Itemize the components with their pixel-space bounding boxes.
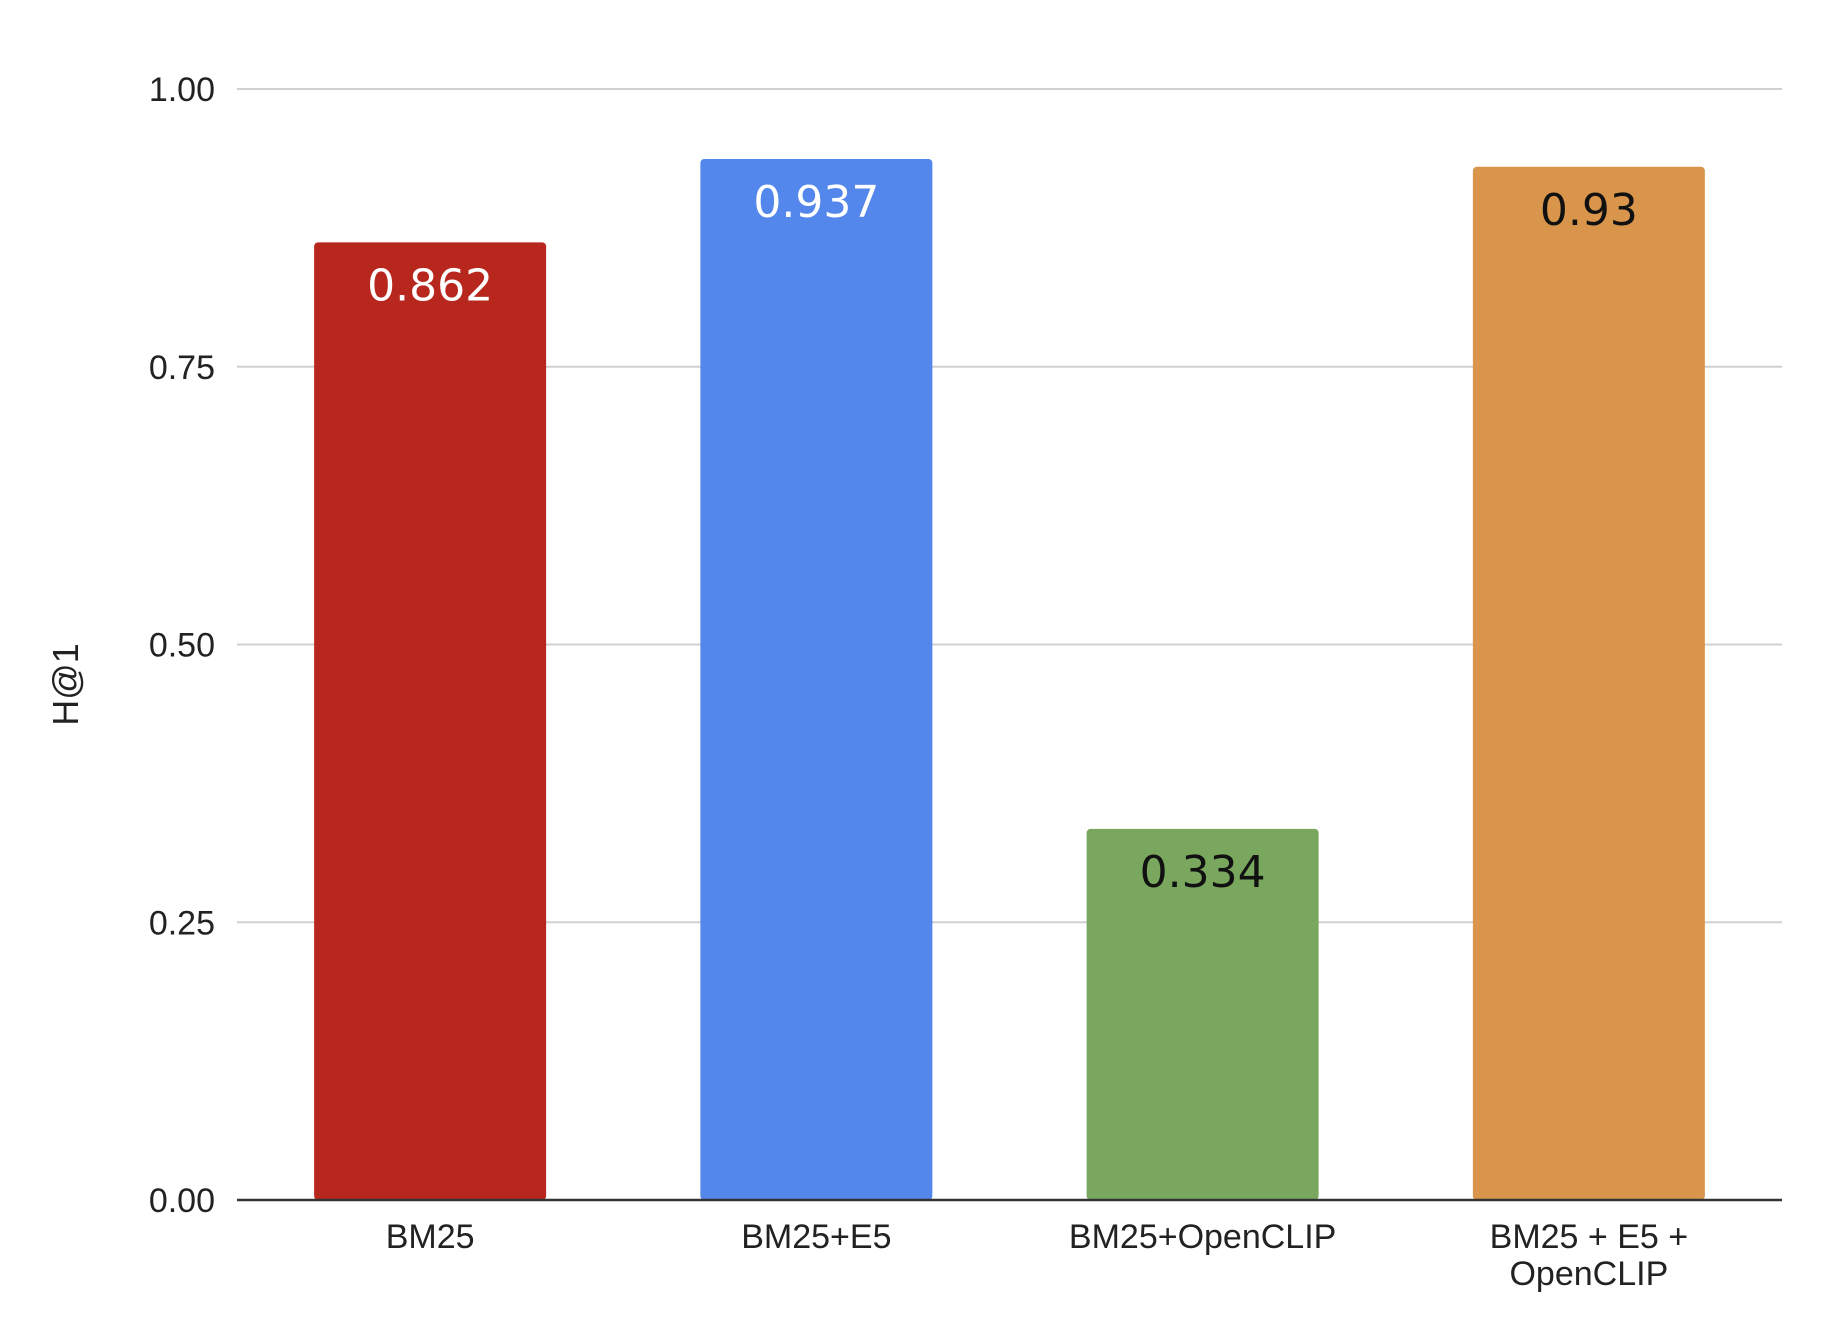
x-tick-label-3-line-1: OpenCLIP — [1509, 1255, 1668, 1293]
y-tick-label-1: 0.25 — [149, 904, 215, 942]
y-tick-label-2: 0.50 — [149, 627, 215, 665]
bar-0 — [314, 242, 547, 1200]
y-tick-label-3: 0.75 — [149, 349, 215, 387]
x-tick-label-1: BM25+E5 — [741, 1218, 891, 1256]
x-tick-label-2: BM25+OpenCLIP — [1069, 1218, 1336, 1256]
y-tick-label-0: 0.00 — [149, 1182, 215, 1220]
y-axis-title: H@1 — [45, 643, 86, 726]
data-label-3: 0.93 — [1540, 185, 1638, 236]
x-tick-label-0: BM25 — [386, 1218, 475, 1256]
bar-2 — [1086, 828, 1319, 1200]
y-tick-label-4: 1.00 — [149, 71, 215, 109]
bars — [314, 158, 1705, 1200]
data-label-1: 0.937 — [753, 177, 879, 228]
labels: 0.00 0.25 0.50 0.75 1.00 0.862 BM25 0.937 BM25+E… — [149, 71, 1688, 1293]
data-label-2: 0.334 — [1140, 847, 1266, 898]
data-label-0: 0.862 — [367, 260, 493, 311]
x-tick-label-3-line-0: BM25 + E5 + — [1490, 1218, 1688, 1256]
bar-3 — [1472, 166, 1705, 1200]
bar-1 — [700, 158, 933, 1200]
